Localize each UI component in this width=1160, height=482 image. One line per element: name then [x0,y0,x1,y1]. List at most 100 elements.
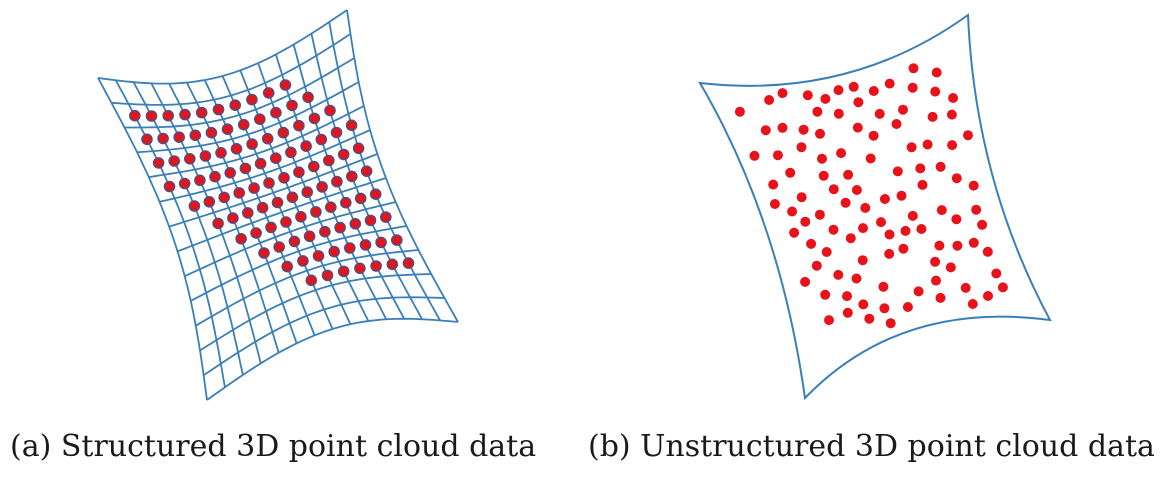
unstructured-point [820,93,831,104]
structured-points [129,79,415,287]
structured-point [330,126,343,139]
structured-point [188,200,201,212]
unstructured-point [864,313,875,324]
unstructured-surface-outline [698,13,1052,401]
unstructured-point [860,202,871,213]
caption-unstructured: (b) Unstructured 3D point cloud data [588,429,1155,464]
unstructured-point [828,224,839,235]
structured-point [343,242,356,254]
structured-point [194,174,206,187]
structured-point [233,187,245,199]
structured-point [349,218,362,230]
structured-point [212,103,225,116]
unstructured-point [935,292,946,303]
unstructured-point [789,227,800,238]
unstructured-point [800,276,811,287]
structured-point [301,186,314,198]
structured-point [307,160,320,173]
unstructured-point [769,199,780,209]
structured-point [218,191,230,204]
structured-point [235,233,247,245]
unstructured-point [977,219,988,230]
unstructured-point [935,161,946,172]
structured-point [212,217,224,230]
structured-point [254,157,267,170]
unstructured-point [997,282,1008,293]
unstructured-point [842,307,853,318]
unstructured-point [951,173,962,184]
unstructured-point [945,262,956,273]
unstructured-point [917,179,928,190]
structured-point [242,207,254,219]
structured-point [305,274,318,287]
unstructured-point [764,95,775,105]
structured-point [168,155,180,167]
unstructured-point [884,248,895,259]
unstructured-point [907,82,918,93]
unstructured-point [811,260,822,271]
structured-point [246,93,258,106]
unstructured-point [991,268,1002,279]
structured-point [230,143,243,155]
unstructured-point [787,206,798,217]
unstructured-point [915,163,926,174]
structured-point [270,106,282,119]
unstructured-point [896,190,907,201]
mesh-row-line [206,317,459,401]
structured-point [221,123,234,135]
structured-point [278,172,290,184]
unstructured-point [833,85,844,96]
unstructured-point [836,148,847,159]
unstructured-point [845,233,856,244]
structured-point [375,236,387,249]
unstructured-point [812,106,823,117]
unstructured-point [906,142,917,153]
structured-point [322,154,335,167]
structured-point [312,250,325,262]
structured-point [319,225,331,238]
unstructured-point [898,104,908,115]
structured-point [263,177,275,189]
unstructured-point [843,169,854,180]
structured-point [286,191,299,204]
unstructured-point [963,130,973,141]
structured-point [331,175,343,188]
unstructured-point [818,170,829,181]
unstructured-point [982,246,993,257]
structured-point [179,108,191,121]
unstructured-point [916,224,927,234]
structured-point [370,260,382,272]
unstructured-point [851,273,862,284]
structured-point [286,99,298,112]
structured-point [229,99,241,111]
unstructured-point [868,86,879,96]
unstructured-point [930,86,941,97]
unstructured-point [852,122,863,133]
structured-point [281,260,294,273]
structured-point [209,170,221,183]
unstructured-point [913,286,924,297]
structured-point [141,133,153,146]
unstructured-point [948,93,959,103]
structured-point [285,146,297,159]
structured-point [310,206,322,218]
unstructured-point [884,78,895,89]
structured-point [339,196,352,209]
unstructured-point [934,240,945,251]
structured-point [184,153,196,165]
unstructured-point [857,255,868,266]
unstructured-point [907,210,918,221]
unstructured-point [885,318,896,329]
structured-point [324,201,337,213]
structured-point [273,241,286,253]
structured-point [203,196,216,208]
unstructured-point [821,247,832,257]
unstructured-point [874,108,885,119]
structured-point [173,131,185,143]
structured-point [345,170,358,183]
structured-point [288,235,301,248]
unstructured-point [983,291,993,301]
unstructured-point [968,237,979,248]
unstructured-point [814,209,825,220]
structured-point [369,188,382,200]
